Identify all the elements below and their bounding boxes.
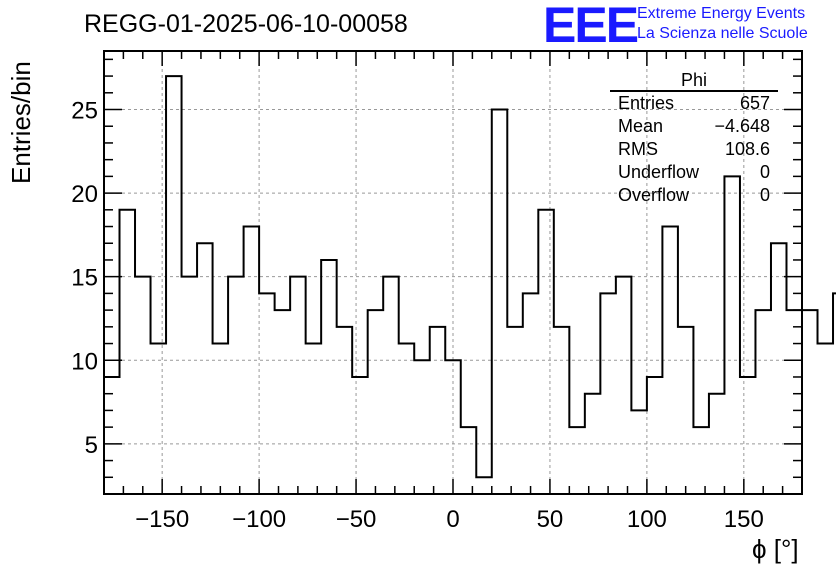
logo-line-2: La Scienza nelle Scuole: [637, 25, 808, 42]
stats-row: Entries 657: [610, 92, 778, 115]
stats-box: Phi Entries 657 Mean −4.648 RMS 108.6 Un…: [610, 70, 778, 207]
stats-label: RMS: [618, 139, 658, 159]
stats-label: Entries: [618, 93, 675, 113]
y-tick-label: 10: [71, 348, 98, 375]
stats-label: Overflow: [618, 185, 690, 205]
chart-title: REGG-01-2025-06-10-00058: [84, 10, 408, 38]
stats-label: Underflow: [618, 162, 700, 182]
stats-value: 108.6: [724, 139, 770, 159]
x-tick-label: 100: [627, 506, 667, 533]
x-tick-label: −150: [135, 506, 189, 533]
stats-value: 0: [759, 162, 770, 182]
histogram-line: [104, 75, 836, 479]
y-tick-label: 15: [71, 265, 98, 292]
logo-caption: Extreme Energy Events La Scienza nelle S…: [637, 4, 808, 44]
x-tick-label: 150: [724, 506, 764, 533]
stats-row: Underflow 0: [610, 161, 778, 184]
stats-value: 657: [739, 93, 770, 113]
y-tick-labels: 5 10 15 20 25: [71, 98, 98, 459]
grid-lines: [104, 51, 802, 494]
x-tick-label: 50: [537, 506, 564, 533]
y-axis-label: Entries/bin: [6, 61, 36, 184]
eee-logo: EEE: [543, 0, 639, 53]
stats-value: 0: [759, 185, 770, 205]
x-tick-label: −100: [232, 506, 286, 533]
plot-frame: [103, 50, 803, 495]
logo-line-1: Extreme Energy Events: [637, 5, 806, 22]
y-tick-label: 20: [71, 181, 98, 208]
x-tick-label: 0: [446, 506, 459, 533]
x-axis-label: ϕ [°]: [752, 534, 799, 564]
stats-value: −4.648: [714, 116, 770, 136]
stats-row: Overflow 0: [610, 184, 778, 207]
y-tick-label: 5: [85, 432, 98, 459]
x-tick-labels: −150 −100 −50 0 50 100 150: [135, 506, 764, 533]
stats-title: Phi: [610, 70, 778, 92]
stats-row: Mean −4.648: [610, 115, 778, 138]
y-tick-label: 25: [71, 98, 98, 125]
stats-row: RMS 108.6: [610, 138, 778, 161]
stats-label: Mean: [618, 116, 664, 136]
x-tick-label: −50: [336, 506, 377, 533]
